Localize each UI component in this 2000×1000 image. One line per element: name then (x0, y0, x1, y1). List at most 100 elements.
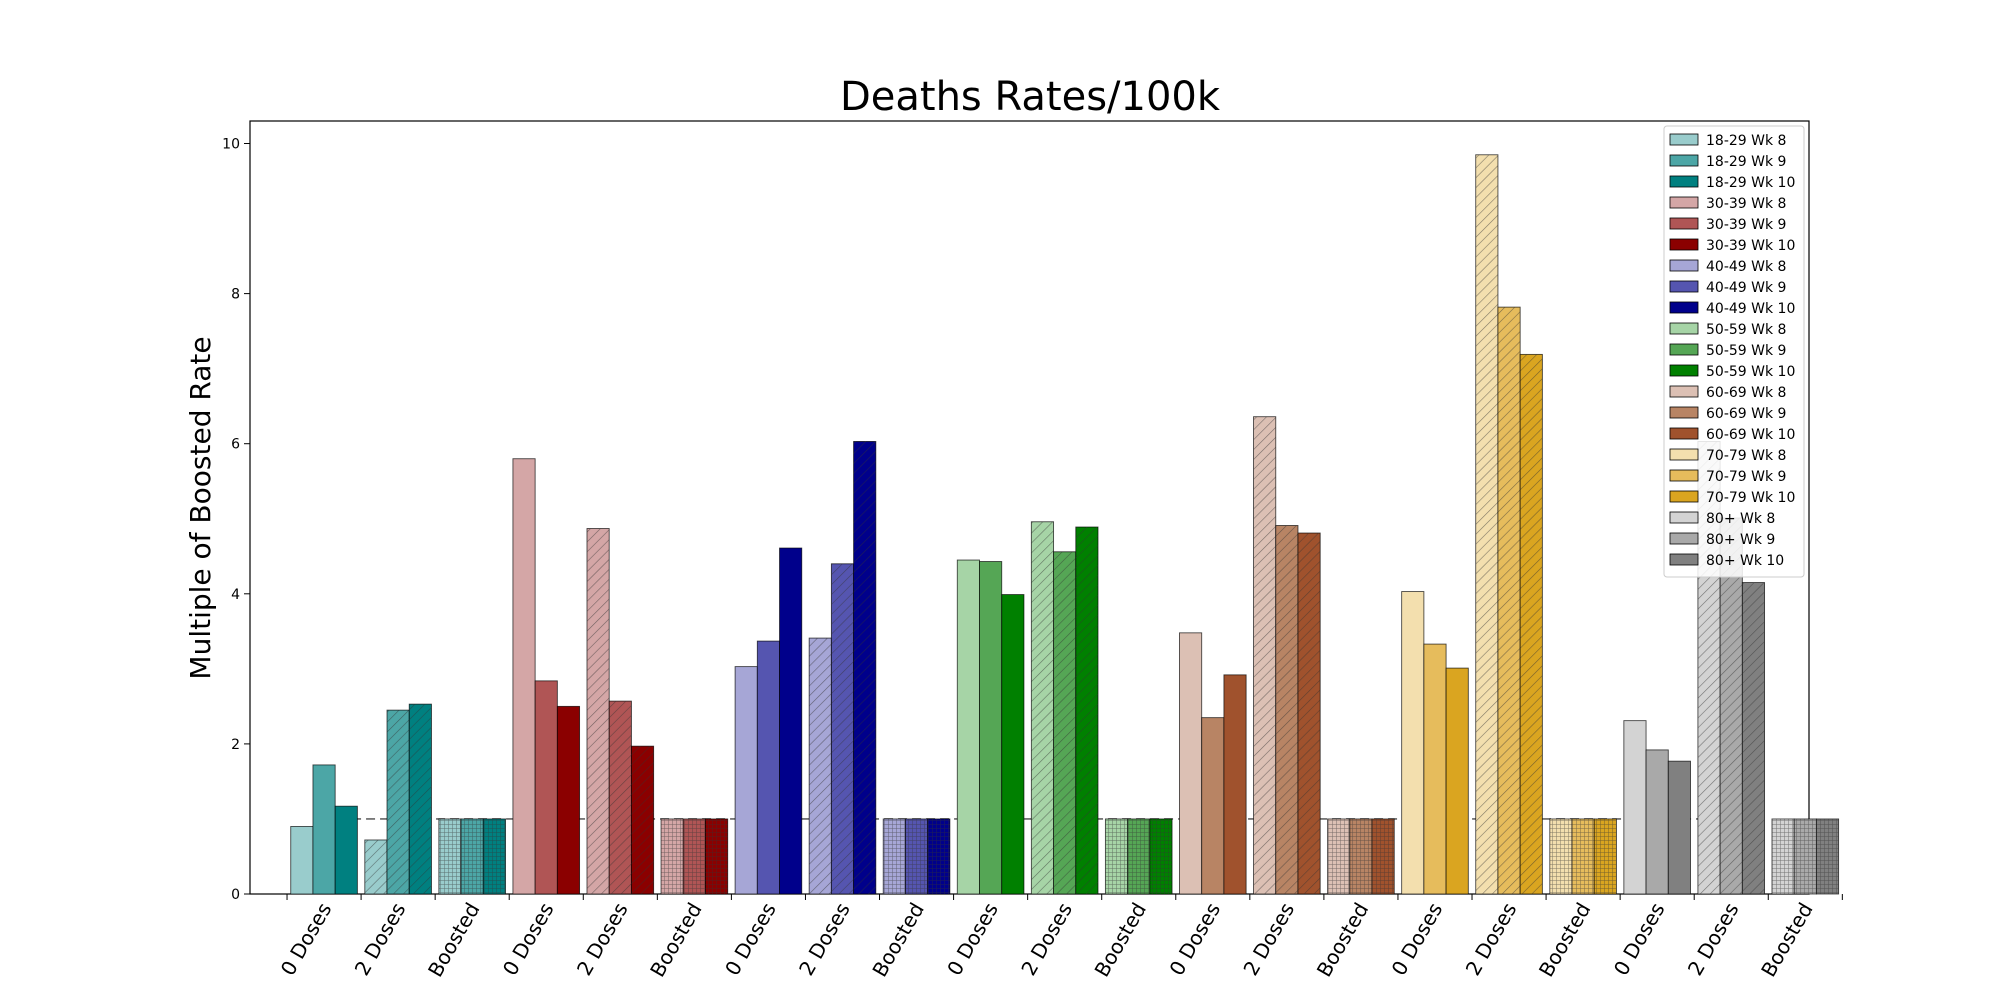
legend-label: 18-29 Wk 8 (1706, 133, 1786, 149)
legend-label: 30-39 Wk 10 (1706, 238, 1795, 254)
y-tick-label: 10 (222, 137, 240, 153)
bar-hatch (683, 818, 706, 894)
x-tick-label: Boosted (645, 899, 707, 982)
bar (312, 764, 336, 895)
bar-hatch (1549, 818, 1573, 894)
bar-hatch (438, 818, 462, 894)
bar (1401, 591, 1425, 895)
legend-swatch (1669, 343, 1699, 356)
bar-hatch (1349, 818, 1373, 894)
bar-hatch (1742, 582, 1765, 894)
legend-label: 80+ Wk 8 (1706, 511, 1775, 527)
legend-swatch (1669, 553, 1699, 566)
bar-hatch (1816, 818, 1839, 894)
bar (290, 826, 314, 895)
bar (1623, 720, 1647, 895)
bar-hatch (831, 563, 854, 894)
legend-label: 80+ Wk 9 (1706, 532, 1775, 548)
legend-swatch (1669, 385, 1699, 398)
bar-hatch (609, 701, 632, 894)
y-axis-label: Multiple of Boosted Rate (184, 336, 217, 679)
x-tick-label: Boosted (1534, 899, 1596, 982)
bar-hatch (1031, 521, 1054, 894)
bar-hatch (1105, 818, 1128, 894)
bar-hatch (1075, 527, 1099, 894)
bar-hatch (483, 818, 506, 894)
legend-label: 30-39 Wk 9 (1706, 217, 1786, 233)
legend-label: 70-79 Wk 10 (1706, 490, 1795, 506)
legend-label: 40-49 Wk 8 (1706, 259, 1786, 275)
legend-label: 60-69 Wk 9 (1706, 406, 1786, 422)
y-tick-label: 4 (231, 587, 240, 603)
y-tick-label: 0 (231, 887, 240, 903)
legend-label: 60-69 Wk 10 (1706, 427, 1795, 443)
legend-label: 80+ Wk 10 (1706, 553, 1784, 569)
legend-label: 18-29 Wk 10 (1706, 175, 1795, 191)
x-tick-label: 0 Doses (720, 899, 781, 980)
bar (979, 561, 1003, 895)
bar (756, 640, 780, 895)
bar (1445, 667, 1469, 895)
x-tick-label: 0 Doses (1387, 899, 1448, 980)
x-tick-label: 2 Doses (1016, 899, 1077, 980)
x-tick-label: 2 Doses (794, 899, 855, 980)
chart-title: Deaths Rates/100k (840, 74, 1221, 120)
legend-swatch (1669, 322, 1699, 335)
legend-swatch (1669, 154, 1699, 167)
x-tick-label: 2 Doses (1238, 899, 1299, 980)
legend-swatch (1669, 259, 1699, 272)
bar-hatch (364, 839, 388, 894)
bar-hatch (461, 818, 484, 894)
legend-label: 60-69 Wk 8 (1706, 385, 1786, 401)
bar (534, 680, 558, 895)
bar-hatch (586, 528, 610, 894)
legend-swatch (1669, 217, 1699, 230)
bar-hatch (1594, 818, 1617, 894)
bar (1667, 760, 1691, 895)
bar-hatch (1297, 533, 1321, 894)
x-tick-label: Boosted (1312, 899, 1374, 982)
legend-swatch (1669, 196, 1699, 209)
x-tick-label: 0 Doses (498, 899, 559, 980)
bar-hatch (1771, 818, 1795, 894)
legend-swatch (1669, 406, 1699, 419)
bar (1423, 643, 1447, 895)
bar-hatch (853, 441, 876, 894)
y-tick-label: 6 (231, 437, 240, 453)
bar-hatch (1253, 416, 1276, 894)
bar (1001, 594, 1025, 895)
x-tick-label: 2 Doses (350, 899, 411, 980)
legend-swatch (1669, 301, 1699, 314)
legend-swatch (1669, 133, 1699, 146)
legend-box (1663, 125, 1805, 578)
legend-swatch (1669, 490, 1699, 503)
legend-label: 30-39 Wk 8 (1706, 196, 1786, 212)
x-tick-label: 0 Doses (276, 899, 337, 980)
x-tick-label: 0 Doses (1164, 899, 1225, 980)
legend-label: 40-49 Wk 9 (1706, 280, 1786, 296)
bar (734, 666, 758, 895)
bar-hatch (883, 818, 906, 894)
legend-swatch (1669, 280, 1699, 293)
bar-hatch (705, 818, 728, 894)
legend-label: 40-49 Wk 10 (1706, 301, 1795, 317)
x-tick-label: Boosted (423, 899, 485, 982)
bar-hatch (927, 818, 950, 894)
bar-hatch (1572, 818, 1595, 894)
bar-hatch (409, 704, 432, 894)
bar-hatch (1127, 818, 1150, 894)
x-tick-label: 2 Doses (572, 899, 633, 980)
legend-swatch (1669, 427, 1699, 440)
bar (1223, 674, 1247, 895)
bar-hatch (387, 710, 410, 894)
y-tick-label: 8 (231, 287, 240, 303)
bar-hatch (1149, 818, 1173, 894)
bar-hatch (1497, 307, 1521, 895)
x-tick-label: 0 Doses (1609, 899, 1670, 980)
legend-label: 50-59 Wk 9 (1706, 343, 1786, 359)
plot-frame (249, 120, 1810, 895)
x-tick-label: Boosted (1756, 899, 1818, 982)
x-tick-label: 2 Doses (1461, 899, 1522, 980)
bar (1201, 717, 1225, 895)
